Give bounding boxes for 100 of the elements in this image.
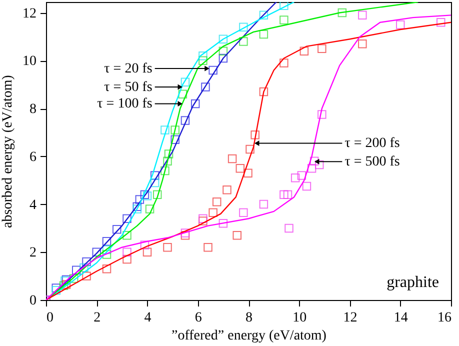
- point: [280, 2, 288, 10]
- annotation: τ = 100 fs: [97, 96, 152, 112]
- point: [160, 166, 170, 176]
- point: [140, 190, 150, 200]
- point: [180, 228, 190, 238]
- point: [178, 90, 188, 99]
- point: [297, 171, 306, 180]
- point: [82, 272, 91, 280]
- point: [212, 197, 222, 206]
- x-tick-label: 10: [292, 310, 307, 326]
- x-tick-label: 16: [438, 310, 452, 326]
- point: [250, 130, 260, 140]
- point: [232, 231, 242, 240]
- x-tick-label: 6: [194, 310, 202, 326]
- y-tick-label: 2: [30, 246, 36, 261]
- point: [59, 281, 68, 290]
- point: [259, 200, 268, 209]
- annotation: graphite: [386, 274, 439, 291]
- point: [153, 190, 162, 200]
- point: [259, 10, 268, 20]
- point: [170, 135, 180, 144]
- point: [69, 274, 78, 283]
- point: [164, 150, 174, 158]
- y-tick-label: 4: [30, 198, 36, 213]
- point: [52, 286, 60, 295]
- point: [92, 248, 101, 256]
- point: [396, 20, 405, 30]
- x-tick-label: 8: [246, 310, 252, 326]
- annotation: τ = 50 fs: [104, 80, 152, 95]
- point: [82, 257, 91, 266]
- point: [150, 178, 160, 188]
- point: [218, 34, 228, 44]
- point: [122, 214, 132, 223]
- point: [259, 30, 268, 39]
- point: [102, 264, 112, 274]
- point: [208, 66, 218, 75]
- point: [307, 164, 316, 173]
- point: [218, 219, 228, 228]
- point: [198, 51, 208, 60]
- y-axis-title: absorbed energy (eV/atom): [0, 74, 16, 228]
- x-tick-label: 2: [94, 310, 101, 326]
- point: [302, 182, 312, 191]
- point: [140, 240, 150, 250]
- point: [310, 156, 319, 166]
- x-tick-label: 12: [343, 310, 358, 326]
- point: [208, 208, 218, 218]
- point: [239, 208, 248, 218]
- y-tick-label: 10: [22, 54, 36, 70]
- point: [180, 78, 190, 87]
- annotation: τ = 20 fs: [104, 62, 152, 77]
- point: [284, 224, 294, 233]
- point: [259, 87, 268, 96]
- point: [358, 10, 367, 20]
- point: [218, 46, 228, 56]
- point: [201, 82, 210, 92]
- point: [239, 37, 248, 46]
- point: [204, 242, 212, 252]
- point: [338, 8, 347, 18]
- point: [142, 248, 152, 256]
- point: [132, 204, 142, 214]
- point: [280, 190, 288, 200]
- point: [244, 168, 252, 178]
- point: [290, 174, 300, 182]
- point: [283, 190, 292, 200]
- x-tick-label: 14: [394, 310, 408, 326]
- point: [122, 231, 132, 240]
- point: [318, 44, 326, 54]
- y-tick-label: 8: [30, 102, 36, 118]
- point: [160, 126, 170, 134]
- y-tick-label: 6: [30, 150, 36, 165]
- point: [315, 160, 324, 170]
- point: [358, 40, 367, 48]
- point: [318, 110, 326, 119]
- point: [280, 16, 288, 24]
- y-tick-label: 12: [22, 6, 36, 22]
- point: [222, 186, 232, 194]
- point: [122, 254, 132, 264]
- point: [163, 156, 172, 166]
- point: [198, 214, 208, 223]
- point: [102, 250, 112, 259]
- point: [198, 56, 208, 66]
- point: [135, 195, 144, 204]
- point: [239, 22, 248, 32]
- point: [102, 245, 112, 254]
- point: [150, 171, 160, 180]
- point: [228, 154, 237, 164]
- point: [218, 54, 228, 63]
- point: [436, 18, 446, 27]
- annotation: τ = 500 fs: [344, 154, 400, 170]
- point: [190, 99, 200, 108]
- point: [122, 248, 132, 256]
- point: [62, 280, 71, 289]
- point: [300, 46, 309, 56]
- x-tick-label: 4: [144, 310, 152, 326]
- annotation: τ = 200 fs: [344, 136, 400, 152]
- point: [102, 236, 112, 246]
- point: [180, 116, 190, 125]
- y-tick-label: 0: [30, 294, 36, 308]
- point: [112, 225, 122, 234]
- x-tick-label: 0: [46, 310, 54, 326]
